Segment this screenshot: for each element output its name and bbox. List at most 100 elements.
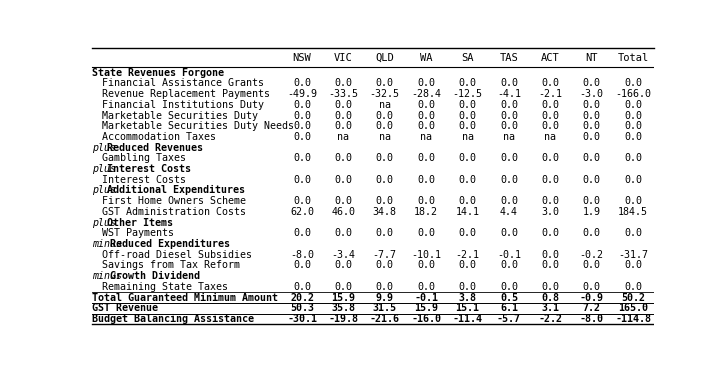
Text: 0.0: 0.0 — [417, 121, 435, 131]
Text: 20.2: 20.2 — [290, 292, 314, 303]
Text: 0.0: 0.0 — [459, 196, 476, 206]
Text: 0.0: 0.0 — [334, 261, 353, 270]
Text: -49.9: -49.9 — [287, 89, 317, 99]
Text: 0.0: 0.0 — [582, 261, 601, 270]
Text: GST Administration Costs: GST Administration Costs — [102, 207, 246, 217]
Text: TAS: TAS — [499, 53, 518, 63]
Text: 0.0: 0.0 — [459, 282, 476, 292]
Text: Budget Balancing Assistance: Budget Balancing Assistance — [92, 314, 254, 324]
Text: Marketable Securities Duty Needs: Marketable Securities Duty Needs — [102, 121, 294, 131]
Text: 0.0: 0.0 — [417, 228, 435, 238]
Text: 0.0: 0.0 — [417, 282, 435, 292]
Text: 0.0: 0.0 — [334, 196, 353, 206]
Text: 0.0: 0.0 — [542, 282, 559, 292]
Text: -0.1: -0.1 — [497, 250, 521, 260]
Text: 0.0: 0.0 — [459, 175, 476, 185]
Text: 0.8: 0.8 — [542, 292, 559, 303]
Text: 0.0: 0.0 — [542, 100, 559, 110]
Text: 15.1: 15.1 — [456, 303, 480, 313]
Text: -8.0: -8.0 — [290, 250, 314, 260]
Text: 0.0: 0.0 — [334, 111, 353, 120]
Text: NT: NT — [585, 53, 598, 63]
Text: na: na — [379, 100, 391, 110]
Text: 0.0: 0.0 — [459, 261, 476, 270]
Text: QLD: QLD — [375, 53, 394, 63]
Text: 0.0: 0.0 — [624, 261, 642, 270]
Text: -10.1: -10.1 — [411, 250, 441, 260]
Text: 0.0: 0.0 — [542, 250, 559, 260]
Text: 0.0: 0.0 — [624, 282, 642, 292]
Text: -8.0: -8.0 — [579, 314, 603, 324]
Text: 6.1: 6.1 — [500, 303, 518, 313]
Text: -32.5: -32.5 — [370, 89, 400, 99]
Text: 0.0: 0.0 — [293, 78, 311, 88]
Text: Financial Institutions Duty: Financial Institutions Duty — [102, 100, 264, 110]
Text: 14.1: 14.1 — [456, 207, 480, 217]
Text: minus: minus — [92, 239, 122, 249]
Text: -2.2: -2.2 — [538, 314, 562, 324]
Text: 4.4: 4.4 — [500, 207, 518, 217]
Text: 0.0: 0.0 — [293, 282, 311, 292]
Text: 0.0: 0.0 — [334, 100, 353, 110]
Text: 0.0: 0.0 — [334, 78, 353, 88]
Text: 0.0: 0.0 — [582, 121, 601, 131]
Text: -31.7: -31.7 — [618, 250, 648, 260]
Text: Financial Assistance Grants: Financial Assistance Grants — [102, 78, 264, 88]
Text: 0.0: 0.0 — [542, 111, 559, 120]
Text: 0.0: 0.0 — [582, 100, 601, 110]
Text: -2.1: -2.1 — [456, 250, 480, 260]
Text: 0.0: 0.0 — [417, 153, 435, 163]
Text: 0.0: 0.0 — [582, 153, 601, 163]
Text: 0.0: 0.0 — [459, 111, 476, 120]
Text: 34.8: 34.8 — [373, 207, 397, 217]
Text: na: na — [420, 132, 432, 142]
Text: -19.8: -19.8 — [329, 314, 358, 324]
Text: 0.5: 0.5 — [500, 292, 518, 303]
Text: 0.0: 0.0 — [417, 175, 435, 185]
Text: 0.0: 0.0 — [542, 228, 559, 238]
Text: -166.0: -166.0 — [615, 89, 651, 99]
Text: Remaining State Taxes: Remaining State Taxes — [102, 282, 228, 292]
Text: minus: minus — [92, 271, 122, 281]
Text: Revenue Replacement Payments: Revenue Replacement Payments — [102, 89, 270, 99]
Text: 0.0: 0.0 — [293, 175, 311, 185]
Text: 3.0: 3.0 — [542, 207, 559, 217]
Text: WA: WA — [420, 53, 433, 63]
Text: Growth Dividend: Growth Dividend — [110, 271, 200, 281]
Text: 0.0: 0.0 — [376, 78, 394, 88]
Text: 0.0: 0.0 — [376, 282, 394, 292]
Text: WST Payments: WST Payments — [102, 228, 174, 238]
Text: 0.0: 0.0 — [334, 282, 353, 292]
Text: 62.0: 62.0 — [290, 207, 314, 217]
Text: -3.4: -3.4 — [332, 250, 356, 260]
Text: 0.0: 0.0 — [582, 175, 601, 185]
Text: 0.0: 0.0 — [417, 261, 435, 270]
Text: 0.0: 0.0 — [582, 228, 601, 238]
Text: -0.2: -0.2 — [579, 250, 603, 260]
Text: 0.0: 0.0 — [624, 121, 642, 131]
Text: 0.0: 0.0 — [500, 111, 518, 120]
Text: 50.2: 50.2 — [621, 292, 645, 303]
Text: 0.0: 0.0 — [376, 121, 394, 131]
Text: 0.0: 0.0 — [417, 196, 435, 206]
Text: 0.0: 0.0 — [376, 175, 394, 185]
Text: 0.0: 0.0 — [624, 100, 642, 110]
Text: -12.5: -12.5 — [452, 89, 483, 99]
Text: -28.4: -28.4 — [411, 89, 441, 99]
Text: na: na — [337, 132, 350, 142]
Text: ACT: ACT — [541, 53, 560, 63]
Text: 0.0: 0.0 — [624, 175, 642, 185]
Text: -4.1: -4.1 — [497, 89, 521, 99]
Text: 0.0: 0.0 — [459, 153, 476, 163]
Text: na: na — [462, 132, 473, 142]
Text: 0.0: 0.0 — [334, 175, 353, 185]
Text: plus: plus — [92, 143, 116, 153]
Text: -11.4: -11.4 — [452, 314, 483, 324]
Text: 0.0: 0.0 — [542, 78, 559, 88]
Text: 0.0: 0.0 — [500, 175, 518, 185]
Text: Gambling Taxes: Gambling Taxes — [102, 153, 186, 163]
Text: -16.0: -16.0 — [411, 314, 441, 324]
Text: -114.8: -114.8 — [615, 314, 651, 324]
Text: 0.0: 0.0 — [500, 228, 518, 238]
Text: SA: SA — [461, 53, 474, 63]
